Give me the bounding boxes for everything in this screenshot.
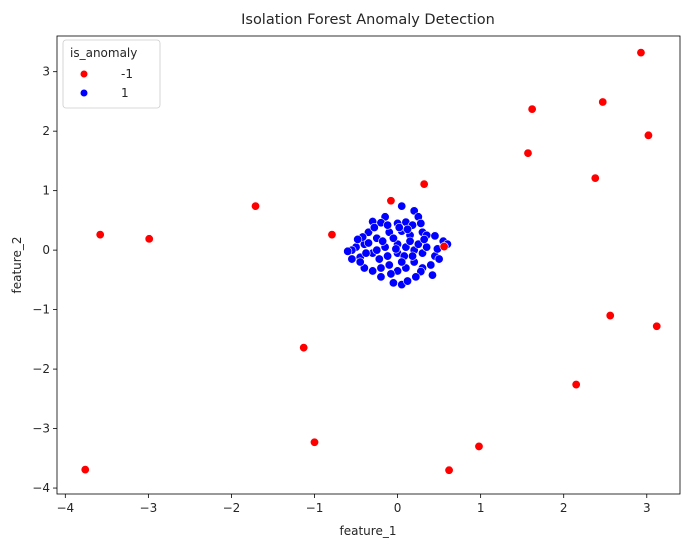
x-tick-label: 3 bbox=[643, 501, 651, 515]
anomaly-point bbox=[80, 465, 90, 475]
normal-point bbox=[368, 266, 378, 276]
normal-point bbox=[397, 257, 407, 267]
y-axis-label: feature_2 bbox=[10, 237, 24, 294]
x-tick-label: −1 bbox=[306, 501, 324, 515]
normal-point bbox=[376, 272, 386, 282]
x-tick-label: 0 bbox=[394, 501, 402, 515]
y-tick-label: 3 bbox=[42, 65, 50, 79]
legend: is_anomaly -1 1 bbox=[62, 39, 161, 109]
normal-point bbox=[427, 270, 437, 280]
anomaly-point bbox=[571, 380, 581, 390]
normal-point bbox=[411, 272, 421, 282]
x-tick-label: 1 bbox=[477, 501, 485, 515]
x-axis: −4 −3 −2 −1 0 1 2 3 bbox=[56, 494, 651, 515]
normal-point bbox=[376, 263, 386, 273]
normal-point bbox=[369, 223, 379, 233]
y-tick-label: −3 bbox=[32, 422, 50, 436]
legend-marker-anomaly bbox=[79, 69, 89, 79]
normal-point bbox=[363, 227, 373, 237]
anomaly-point bbox=[598, 97, 608, 107]
normal-point bbox=[355, 257, 365, 267]
normal-point bbox=[386, 269, 396, 279]
normal-point bbox=[397, 201, 407, 211]
anomaly-point bbox=[95, 230, 105, 240]
y-axis: −4 −3 −2 −1 0 1 2 3 bbox=[32, 65, 57, 495]
legend-marker-normal bbox=[79, 88, 89, 98]
anomaly-point bbox=[636, 48, 646, 58]
normal-point bbox=[384, 260, 394, 270]
anomaly-point bbox=[251, 201, 261, 211]
anomaly-point bbox=[299, 343, 309, 353]
legend-label-normal: 1 bbox=[121, 86, 129, 100]
normal-point bbox=[434, 254, 444, 264]
anomaly-point bbox=[327, 230, 337, 240]
data-points bbox=[80, 48, 662, 475]
normal-point bbox=[403, 276, 413, 286]
normal-point bbox=[403, 224, 413, 234]
normal-point bbox=[394, 223, 404, 233]
anomaly-point bbox=[439, 242, 449, 252]
normal-point bbox=[383, 251, 393, 261]
anomaly-point bbox=[419, 179, 429, 189]
normal-point bbox=[363, 238, 373, 248]
anomaly-point bbox=[527, 104, 537, 114]
anomaly-point bbox=[144, 234, 154, 244]
normal-point bbox=[347, 254, 357, 264]
normal-point bbox=[388, 233, 398, 243]
normal-point bbox=[343, 246, 353, 256]
y-tick-label: −4 bbox=[32, 481, 50, 495]
x-tick-label: −4 bbox=[56, 501, 74, 515]
normal-point bbox=[430, 231, 440, 241]
anomaly-point bbox=[386, 196, 396, 206]
anomaly-point bbox=[652, 321, 662, 331]
anomaly-point bbox=[310, 437, 320, 447]
normal-point bbox=[353, 234, 363, 244]
x-tick-label: −2 bbox=[223, 501, 241, 515]
normal-point bbox=[374, 254, 384, 264]
normal-point bbox=[383, 220, 393, 230]
y-tick-label: 0 bbox=[42, 243, 50, 257]
x-tick-label: 2 bbox=[560, 501, 568, 515]
y-tick-label: 2 bbox=[42, 124, 50, 138]
normal-point bbox=[388, 278, 398, 288]
anomaly-point bbox=[474, 441, 484, 451]
normal-point bbox=[378, 236, 388, 246]
x-tick-label: −3 bbox=[140, 501, 158, 515]
normal-point bbox=[422, 242, 432, 252]
chart-title: Isolation Forest Anomaly Detection bbox=[241, 12, 495, 28]
x-axis-label: feature_1 bbox=[340, 524, 397, 538]
y-tick-label: −2 bbox=[32, 362, 50, 376]
plot-area bbox=[56, 35, 681, 495]
anomaly-point bbox=[523, 148, 533, 158]
normal-point bbox=[361, 248, 371, 258]
normal-point bbox=[408, 251, 418, 261]
legend-label-anomaly: -1 bbox=[121, 67, 133, 81]
normal-point bbox=[372, 245, 382, 255]
normal-point bbox=[391, 244, 401, 254]
normal-point bbox=[413, 239, 423, 249]
y-tick-label: −1 bbox=[32, 303, 50, 317]
anomaly-point bbox=[444, 465, 454, 475]
normal-point bbox=[405, 236, 415, 246]
legend-title: is_anomaly bbox=[70, 46, 137, 60]
anomaly-point bbox=[605, 311, 615, 321]
normal-point bbox=[419, 234, 429, 244]
y-tick-label: 1 bbox=[42, 184, 50, 198]
anomaly-point bbox=[643, 130, 653, 140]
normal-point bbox=[426, 260, 436, 270]
anomaly-point bbox=[590, 173, 600, 183]
normal-point bbox=[416, 218, 426, 228]
